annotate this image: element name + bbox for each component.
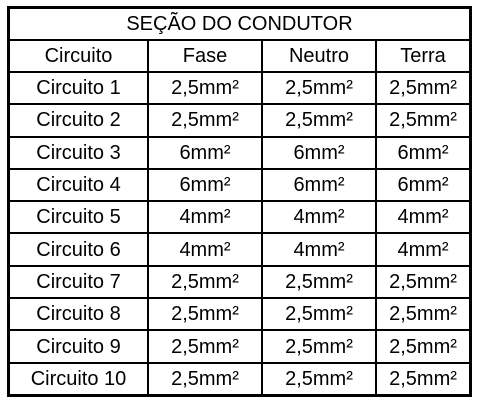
neutro-cell: 2,5mm²: [261, 264, 377, 300]
table-row: Circuito 3 6mm² 6mm² 6mm²: [10, 135, 470, 170]
table-row: Circuito 10 2,5mm² 2,5mm² 2,5mm²: [10, 361, 470, 394]
fase-cell: 2,5mm²: [147, 72, 263, 106]
conductor-section-table: SEÇÃO DO CONDUTOR Circuito Fase Neutro T…: [10, 9, 470, 394]
header-terra: Terra: [374, 39, 470, 73]
circuit-name-cell: Circuito 1: [10, 72, 149, 106]
table-row: Circuito 5 4mm² 4mm² 4mm²: [10, 200, 470, 235]
neutro-cell: 2,5mm²: [261, 103, 377, 138]
fase-cell: 2,5mm²: [147, 264, 263, 300]
table-row: Circuito 7 2,5mm² 2,5mm² 2,5mm²: [10, 264, 470, 300]
fase-cell: 2,5mm²: [147, 103, 263, 138]
neutro-cell: 2,5mm²: [261, 361, 377, 394]
table-row: Circuito 1 2,5mm² 2,5mm² 2,5mm²: [10, 72, 470, 106]
terra-cell: 2,5mm²: [374, 103, 470, 138]
circuit-name-cell: Circuito 2: [10, 103, 149, 138]
terra-cell: 6mm²: [374, 135, 470, 170]
fase-cell: 4mm²: [147, 200, 263, 235]
table-row: Circuito 6 4mm² 4mm² 4mm²: [10, 232, 470, 267]
neutro-cell: 2,5mm²: [261, 297, 377, 332]
fase-cell: 6mm²: [147, 167, 263, 203]
neutro-cell: 6mm²: [261, 167, 377, 203]
neutro-cell: 6mm²: [261, 135, 377, 170]
table-title-row: SEÇÃO DO CONDUTOR: [10, 9, 470, 41]
terra-cell: 2,5mm²: [374, 361, 470, 394]
terra-cell: 6mm²: [374, 167, 470, 203]
fase-cell: 2,5mm²: [147, 361, 263, 394]
circuit-name-cell: Circuito 3: [10, 135, 149, 170]
terra-cell: 2,5mm²: [374, 297, 470, 332]
circuit-name-cell: Circuito 10: [10, 361, 149, 394]
table-title: SEÇÃO DO CONDUTOR: [10, 9, 470, 41]
fase-cell: 2,5mm²: [147, 329, 263, 364]
header-neutro: Neutro: [261, 39, 377, 73]
fase-cell: 4mm²: [147, 232, 263, 267]
terra-cell: 4mm²: [374, 232, 470, 267]
neutro-cell: 2,5mm²: [261, 329, 377, 364]
table-row: Circuito 2 2,5mm² 2,5mm² 2,5mm²: [10, 103, 470, 138]
header-fase: Fase: [147, 39, 263, 73]
table-header-row: Circuito Fase Neutro Terra: [10, 39, 470, 73]
fase-cell: 2,5mm²: [147, 297, 263, 332]
circuit-name-cell: Circuito 4: [10, 167, 149, 203]
circuit-name-cell: Circuito 7: [10, 264, 149, 300]
terra-cell: 2,5mm²: [374, 72, 470, 106]
header-circuito: Circuito: [10, 39, 149, 73]
circuit-name-cell: Circuito 5: [10, 200, 149, 235]
terra-cell: 4mm²: [374, 200, 470, 235]
neutro-cell: 4mm²: [261, 200, 377, 235]
conductor-section-table-frame: SEÇÃO DO CONDUTOR Circuito Fase Neutro T…: [7, 6, 472, 397]
circuit-name-cell: Circuito 8: [10, 297, 149, 332]
neutro-cell: 2,5mm²: [261, 72, 377, 106]
table-row: Circuito 4 6mm² 6mm² 6mm²: [10, 167, 470, 203]
table-row: Circuito 8 2,5mm² 2,5mm² 2,5mm²: [10, 297, 470, 332]
fase-cell: 6mm²: [147, 135, 263, 170]
circuit-name-cell: Circuito 6: [10, 232, 149, 267]
circuit-name-cell: Circuito 9: [10, 329, 149, 364]
terra-cell: 2,5mm²: [374, 329, 470, 364]
terra-cell: 2,5mm²: [374, 264, 470, 300]
table-row: Circuito 9 2,5mm² 2,5mm² 2,5mm²: [10, 329, 470, 364]
neutro-cell: 4mm²: [261, 232, 377, 267]
